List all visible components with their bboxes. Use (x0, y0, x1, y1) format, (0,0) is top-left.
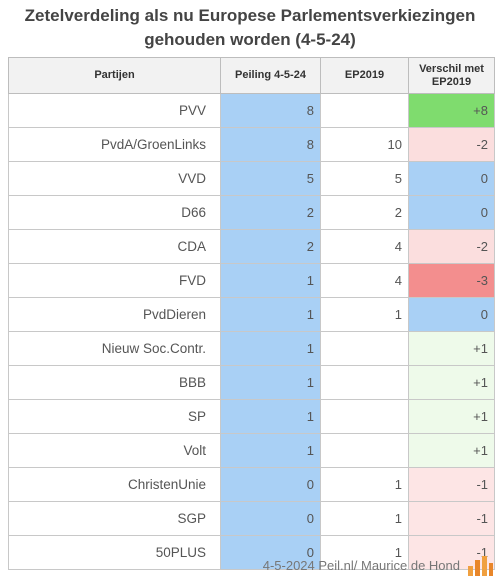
peiling-cell: 2 (220, 195, 321, 230)
peiling-cell: 5 (220, 161, 321, 196)
ep2019-cell: 1 (320, 297, 409, 332)
page-title: Zetelverdeling als nu Europese Parlement… (24, 6, 476, 49)
table-row: SP 1 +1 (8, 399, 495, 434)
party-cell: Nieuw Soc.Contr. (8, 331, 221, 366)
ep2019-cell (320, 365, 409, 400)
party-cell: Volt (8, 433, 221, 468)
party-cell: CDA (8, 229, 221, 264)
table-row: FVD 1 4 -3 (8, 263, 495, 298)
table-row: PVV 8 +8 (8, 93, 495, 128)
ep2019-cell: 1 (320, 501, 409, 536)
table-row: VVD 5 5 0 (8, 161, 495, 196)
party-cell: ChristenUnie (8, 467, 221, 502)
peiling-cell: 8 (220, 127, 321, 162)
table-row: BBB 1 +1 (8, 365, 495, 400)
ep2019-cell: 1 (320, 535, 409, 570)
peiling-cell: 1 (220, 365, 321, 400)
party-cell: PvdDieren (8, 297, 221, 332)
seat-table: Partijen Peiling 4-5-24 EP2019 Verschil … (8, 57, 495, 570)
verschil-cell: -2 (408, 229, 495, 264)
ep2019-cell: 10 (320, 127, 409, 162)
table-row: CDA 2 4 -2 (8, 229, 495, 264)
ep2019-cell (320, 93, 409, 128)
verschil-cell: 0 (408, 195, 495, 230)
party-cell: PvdA/GroenLinks (8, 127, 221, 162)
party-cell: BBB (8, 365, 221, 400)
table-row: D66 2 2 0 (8, 195, 495, 230)
table-row: PvdDieren 1 1 0 (8, 297, 495, 332)
table-row: ChristenUnie 0 1 -1 (8, 467, 495, 502)
verschil-cell: -1 (408, 467, 495, 502)
table-row: Volt 1 +1 (8, 433, 495, 468)
party-cell: PVV (8, 93, 221, 128)
table-row: SGP 0 1 -1 (8, 501, 495, 536)
ep2019-cell (320, 331, 409, 366)
verschil-cell: +1 (408, 399, 495, 434)
footer-credit: 4-5-2024 Peil.nl/ Maurice de Hond (262, 558, 460, 573)
peiling-cell: 1 (220, 399, 321, 434)
table-row: Nieuw Soc.Contr. 1 +1 (8, 331, 495, 366)
peil-logo-icon (468, 556, 493, 576)
verschil-cell: +1 (408, 433, 495, 468)
party-cell: SGP (8, 501, 221, 536)
header-peiling: Peiling 4-5-24 (220, 57, 321, 94)
party-cell: D66 (8, 195, 221, 230)
peiling-cell: 0 (220, 467, 321, 502)
ep2019-cell (320, 433, 409, 468)
header-verschil: Verschil met EP2019 (408, 57, 495, 94)
peiling-cell: 8 (220, 93, 321, 128)
party-cell: SP (8, 399, 221, 434)
verschil-cell: -3 (408, 263, 495, 298)
peiling-cell: 1 (220, 433, 321, 468)
party-cell: VVD (8, 161, 221, 196)
header-ep2019: EP2019 (320, 57, 409, 94)
peiling-cell: 0 (220, 535, 321, 570)
peiling-cell: 2 (220, 229, 321, 264)
verschil-cell: +8 (408, 93, 495, 128)
verschil-cell: 0 (408, 297, 495, 332)
table-row: PvdA/GroenLinks 8 10 -2 (8, 127, 495, 162)
peiling-cell: 0 (220, 501, 321, 536)
ep2019-cell: 4 (320, 229, 409, 264)
ep2019-cell: 5 (320, 161, 409, 196)
header-partijen: Partijen (8, 57, 221, 94)
verschil-cell: -2 (408, 127, 495, 162)
verschil-cell: -1 (408, 535, 495, 570)
ep2019-cell: 4 (320, 263, 409, 298)
peiling-cell: 1 (220, 297, 321, 332)
ep2019-cell: 2 (320, 195, 409, 230)
verschil-cell: 0 (408, 161, 495, 196)
verschil-cell: +1 (408, 365, 495, 400)
table-header-row: Partijen Peiling 4-5-24 EP2019 Verschil … (8, 57, 495, 94)
party-cell: FVD (8, 263, 221, 298)
peiling-cell: 1 (220, 263, 321, 298)
verschil-cell: -1 (408, 501, 495, 536)
ep2019-cell (320, 399, 409, 434)
table-row: 50PLUS 0 1 -1 (8, 535, 495, 570)
peiling-cell: 1 (220, 331, 321, 366)
party-cell: 50PLUS (8, 535, 221, 570)
verschil-cell: +1 (408, 331, 495, 366)
ep2019-cell: 1 (320, 467, 409, 502)
